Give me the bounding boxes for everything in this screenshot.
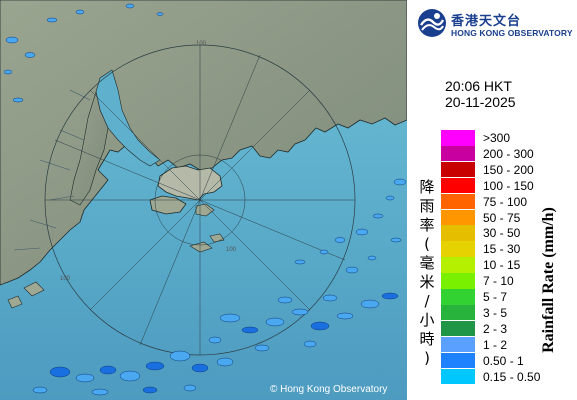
outlying-island-4 [23,281,45,297]
legend-label: 0.50 - 1 [483,353,524,368]
rain-echoes-bottom [32,350,234,396]
legend-label: >300 [483,131,511,145]
hko-emblem-icon [418,9,446,37]
legend-title-chinese: 降雨率(毫米 / 小時) [417,178,437,368]
legend-swatch [441,289,475,305]
copyright-notice: © Hong Kong Observatory [270,384,388,395]
range-ring-label-north: 100 [196,41,207,47]
legend-item: 2 - 3 [441,320,566,337]
hong-kong-territory [157,165,223,201]
legend-title-chinese-char: 雨 [419,197,435,215]
legend-label: 75 - 100 [483,194,528,209]
info-panel: 香港天文台 HONG KONG OBSERVATORY 20:06 HKT 20… [407,0,577,400]
legend-swatch [441,304,475,321]
legend-swatch [441,273,475,289]
legend-label: 7 - 10 [483,274,514,289]
legend-title-chinese-char: 時 [419,330,435,348]
legend-label: 5 - 7 [483,290,508,304]
legend-item: 5 - 7 [441,289,566,305]
legend-item: 200 - 300 [441,145,566,162]
legend-swatch [441,352,475,369]
legend-item: 0.50 - 1 [441,352,566,369]
legend-label: 200 - 300 [483,146,534,161]
radar-map-svg [0,0,407,400]
legend-item: 1 - 2 [441,336,566,353]
legend-item: 3 - 5 [441,304,566,321]
legend-item: 30 - 50 [441,225,566,241]
legend-swatch [441,320,475,337]
legend-swatch [441,161,475,178]
legend-item: 15 - 30 [441,241,566,257]
legend-item: 10 - 15 [441,257,566,273]
range-ring-label-west: 100 [60,276,71,282]
legend-swatch [441,130,475,146]
legend-swatch [441,177,475,194]
legend-item: 50 - 75 [441,209,566,226]
legend-swatch [441,145,475,162]
legend-item: >300 [441,130,566,146]
legend-title-chinese-char: 米 [419,273,435,291]
legend-label: 2 - 3 [483,321,508,336]
legend-item: 7 - 10 [441,273,566,289]
hko-logo: 香港天文台 HONG KONG OBSERVATORY [413,6,577,44]
rain-echoes-nw [3,3,164,103]
legend-title-chinese-char: 毫 [419,254,435,272]
radial-lines [45,45,355,355]
outlying-island-5 [7,295,23,309]
legend-label: 30 - 50 [483,226,521,241]
legend-item: 0.15 - 0.50 [441,368,566,385]
range-ring-label-inner: 100 [226,247,237,253]
timestamp-time: 20:06 HKT [445,78,512,94]
logo-english-name: HONG KONG OBSERVATORY [451,28,573,38]
legend-title-chinese-char: / [424,292,430,310]
legend-title-chinese-char: 率 [419,216,435,234]
lantau-island [149,195,187,215]
rain-echoes-east [294,178,407,274]
legend-swatch [441,193,475,210]
logo-chinese-name: 香港天文台 [451,14,522,29]
legend-title-chinese-char: ) [424,349,430,367]
legend-swatch [441,209,475,225]
legend-title-english: Rainfall Rate (mm/h) [540,207,557,353]
legend-label: 150 - 200 [483,162,534,177]
legend-swatch [441,257,475,273]
legend-title-chinese-char: 降 [419,178,435,196]
timestamp-date: 20-11-2025 [445,94,516,110]
legend-label: 50 - 75 [483,210,521,225]
legend-label: 1 - 2 [483,337,508,352]
legend-swatch [441,368,475,384]
legend-label: 10 - 15 [483,258,521,273]
legend-label: 0.15 - 0.50 [483,369,541,384]
legend-label: 15 - 30 [483,242,521,257]
legend-swatch [441,336,475,353]
river-lines [13,89,91,251]
legend-swatch [441,241,475,257]
radar-map: 100 100 100 © Hong Kong Observatory [0,0,407,400]
rain-echoes-south [208,292,399,352]
legend-swatch [441,225,475,241]
legend-item: 150 - 200 [441,161,566,178]
legend-title-chinese-char: ( [424,235,430,253]
legend-item: 100 - 150 [441,177,566,194]
legend-label: 100 - 150 [483,178,534,193]
legend-title-chinese-char: 小 [419,311,435,329]
legend-label: 3 - 5 [483,305,508,320]
legend-item: 75 - 100 [441,193,566,210]
